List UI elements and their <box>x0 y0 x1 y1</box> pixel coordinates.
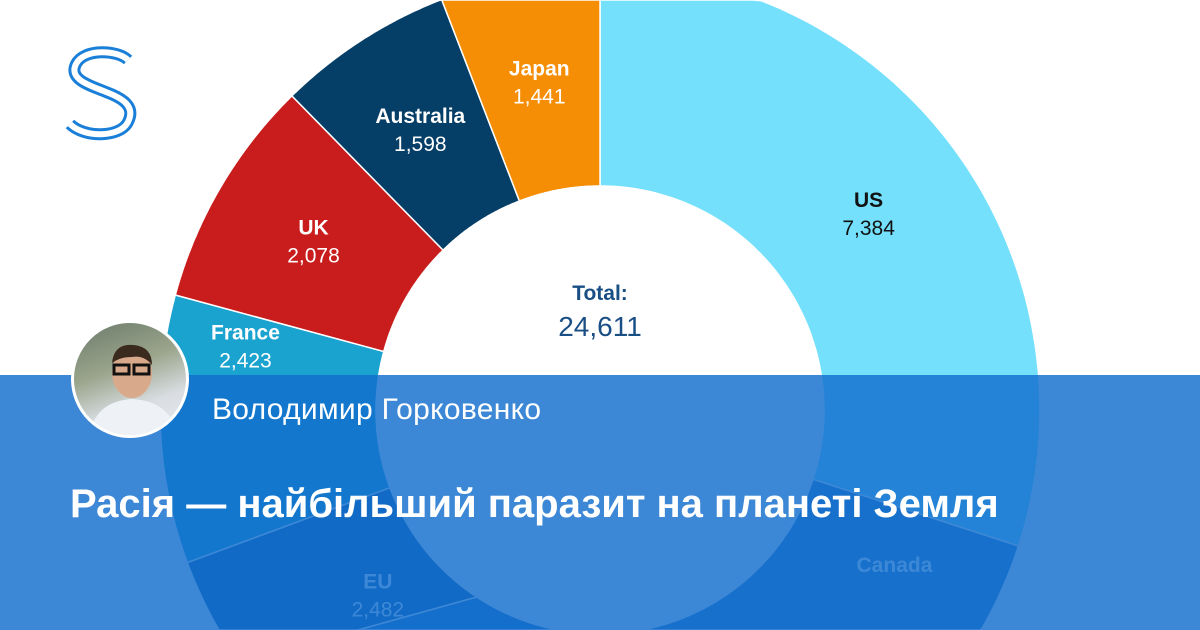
slice-value-label: 1,441 <box>513 86 566 109</box>
total-label: Total: <box>572 282 628 305</box>
slice-name-label: Australia <box>375 105 465 128</box>
slice-name-label: France <box>211 321 280 344</box>
site-logo <box>65 46 137 141</box>
slice-name-label: US <box>854 189 883 212</box>
slice-value-label: 2,078 <box>287 244 340 267</box>
slice-value-label: 7,384 <box>842 217 895 240</box>
author-avatar[interactable] <box>71 320 189 438</box>
article-title[interactable]: Расія — найбільший паразит на планеті Зе… <box>70 482 999 526</box>
author-name[interactable]: Володимир Горковенко <box>212 393 542 426</box>
total-value: 24,611 <box>558 311 642 342</box>
overlay-band <box>0 375 1200 630</box>
avatar-photo <box>89 344 178 435</box>
slice-japan <box>440 0 601 202</box>
slice-name-label: Japan <box>509 58 570 81</box>
slice-value-label: 1,598 <box>394 133 447 156</box>
slice-value-label: 2,423 <box>219 349 272 372</box>
slice-name-label: UK <box>298 216 328 239</box>
